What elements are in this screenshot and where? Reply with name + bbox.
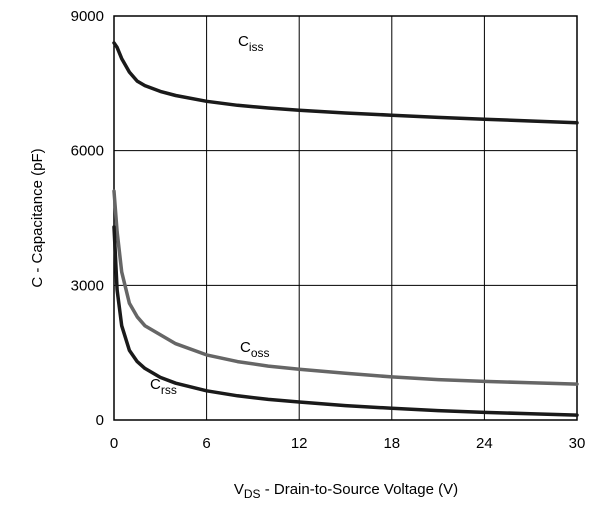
y-tick-label: 3000 bbox=[71, 277, 104, 294]
x-axis-label: VDS - Drain-to-Source Voltage (V) bbox=[234, 481, 458, 501]
y-axis-label: C - Capacitance (pF) bbox=[29, 148, 46, 287]
series-label-crss: Crss bbox=[150, 376, 177, 397]
x-tick-label: 24 bbox=[476, 435, 493, 452]
plot-frame bbox=[113, 15, 578, 421]
series-label-coss: Coss bbox=[240, 339, 270, 360]
x-tick-label: 0 bbox=[110, 435, 118, 452]
y-tick-label: 6000 bbox=[71, 143, 104, 160]
series-line-ciss bbox=[112, 41, 579, 125]
series-lines bbox=[112, 41, 579, 417]
x-tick-label: 18 bbox=[383, 435, 400, 452]
y-tick-labels: 0 3000 6000 9000 bbox=[71, 8, 104, 429]
series-label-ciss: Ciss bbox=[238, 33, 264, 54]
x-tick-label: 6 bbox=[202, 435, 210, 452]
series-line-crss bbox=[112, 225, 579, 417]
x-tick-labels: 0 6 12 18 24 30 bbox=[110, 435, 586, 452]
x-tick-label: 30 bbox=[569, 435, 586, 452]
y-tick-label: 0 bbox=[96, 412, 104, 429]
y-tick-label: 9000 bbox=[71, 8, 104, 25]
grid bbox=[113, 15, 578, 421]
series-line-coss bbox=[112, 189, 579, 386]
x-tick-label: 12 bbox=[291, 435, 308, 452]
